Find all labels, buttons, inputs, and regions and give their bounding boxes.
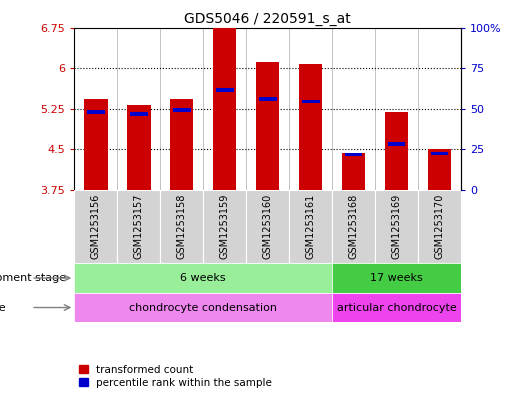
Bar [130,112,147,116]
Bar [342,153,366,189]
Text: GSM1253161: GSM1253161 [306,193,316,259]
Text: GSM1253168: GSM1253168 [349,193,359,259]
Bar [74,189,117,263]
Bar [289,189,332,263]
Bar [203,189,246,263]
Bar [332,189,375,263]
Bar [170,99,193,189]
Bar [375,189,418,263]
Bar [259,97,277,101]
Bar [213,28,236,189]
Bar [388,142,405,145]
Text: GSM1253159: GSM1253159 [219,193,229,259]
Bar [74,293,332,322]
Text: GSM1253169: GSM1253169 [392,193,402,259]
Bar [160,189,203,263]
Text: 17 weeks: 17 weeks [370,273,423,283]
Bar [418,189,461,263]
Text: GSM1253156: GSM1253156 [91,193,101,259]
Title: GDS5046 / 220591_s_at: GDS5046 / 220591_s_at [184,13,351,26]
Text: GSM1253157: GSM1253157 [134,193,144,259]
Bar [127,105,151,189]
Bar [385,112,409,189]
Bar [117,189,160,263]
Bar [74,263,332,293]
Bar [332,263,461,293]
Bar [173,108,191,112]
Text: GSM1253160: GSM1253160 [263,193,272,259]
Bar [332,293,461,322]
Text: GSM1253158: GSM1253158 [176,193,187,259]
Bar [428,149,452,189]
Bar [87,110,104,114]
Bar [216,88,234,92]
Text: development stage: development stage [0,273,66,283]
Text: cell type: cell type [0,303,6,312]
Bar [299,64,322,189]
Bar [256,62,279,189]
Bar [344,152,363,156]
Text: 6 weeks: 6 weeks [180,273,226,283]
Bar [302,100,320,103]
Text: chondrocyte condensation: chondrocyte condensation [129,303,277,312]
Text: GSM1253170: GSM1253170 [435,193,445,259]
Bar [431,152,448,155]
Bar [246,189,289,263]
Legend: transformed count, percentile rank within the sample: transformed count, percentile rank withi… [80,365,272,388]
Bar [84,99,108,189]
Text: articular chondrocyte: articular chondrocyte [337,303,456,312]
